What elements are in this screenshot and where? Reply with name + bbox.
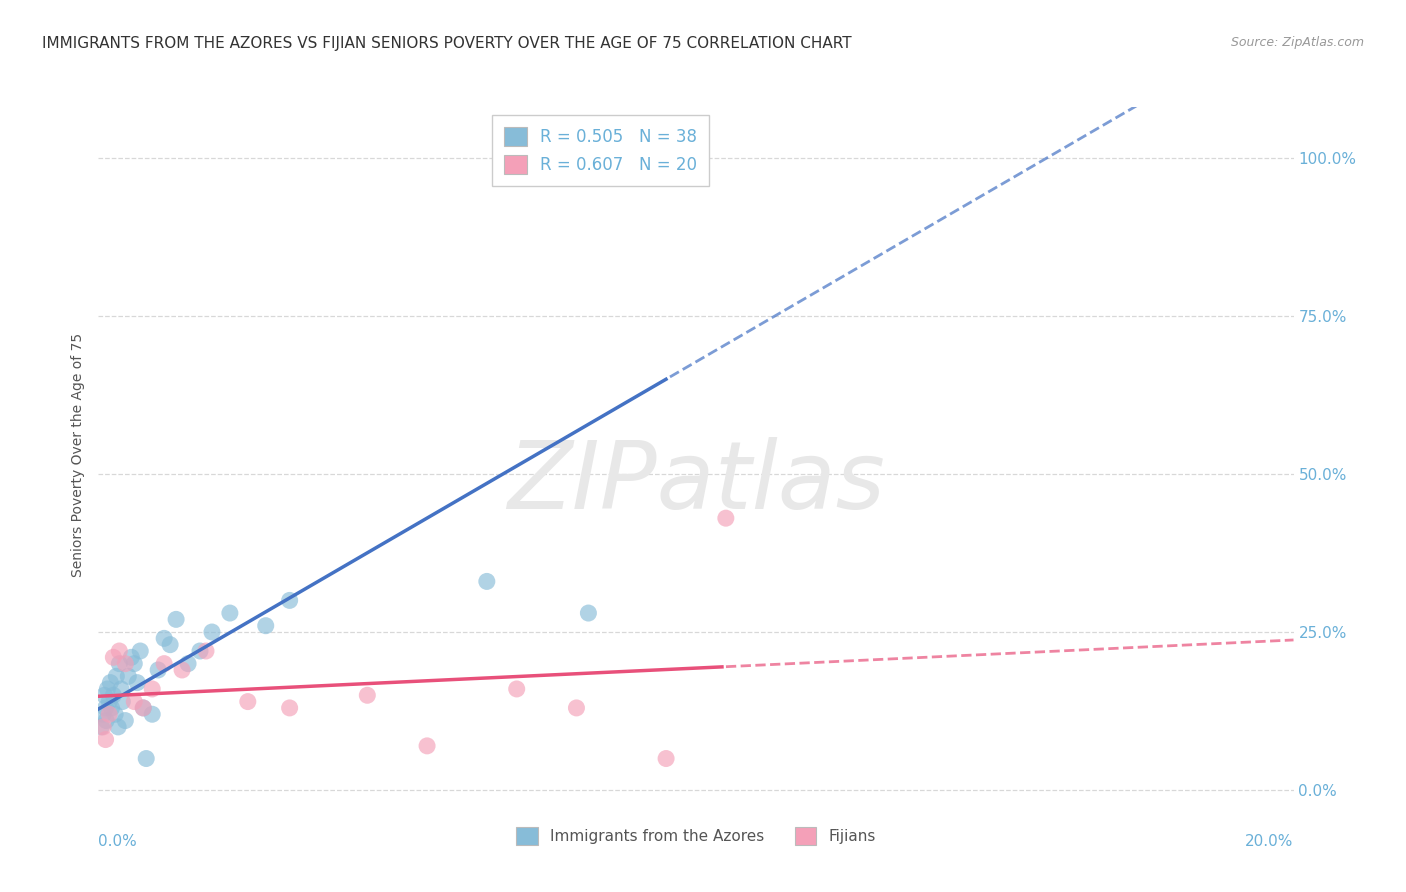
Point [655,751,678,765]
Point [506,681,529,696]
Point [129,644,152,658]
Point [90,720,112,734]
Point [105,669,128,683]
Point [236,695,259,709]
Point [96,681,118,696]
Point [98,707,121,722]
Point [96,714,118,728]
Point [148,663,170,677]
Point [278,593,301,607]
Point [177,657,200,671]
Point [132,701,155,715]
Point [278,701,301,715]
Point [188,644,211,658]
Point [195,644,218,658]
Point [114,714,136,728]
Point [110,681,132,696]
Point [165,612,187,626]
Point [91,720,114,734]
Point [565,701,588,715]
Point [475,574,498,589]
Point [91,707,114,722]
Point [714,511,737,525]
Text: IMMIGRANTS FROM THE AZORES VS FIJIAN SENIORS POVERTY OVER THE AGE OF 75 CORRELAT: IMMIGRANTS FROM THE AZORES VS FIJIAN SEN… [42,36,852,51]
Point [117,669,139,683]
Point [655,151,678,165]
Point [141,707,163,722]
Point [135,751,157,765]
Point [94,732,117,747]
Text: 0.0%: 0.0% [98,834,138,849]
Point [104,707,127,722]
Point [219,606,242,620]
Point [120,650,142,665]
Point [153,657,176,671]
Point [172,663,194,677]
Point [201,625,224,640]
Point [103,688,125,702]
Point [98,695,121,709]
Point [159,638,181,652]
Point [111,695,134,709]
Point [108,657,131,671]
Point [107,720,129,734]
Point [132,701,155,715]
Point [141,681,163,696]
Point [416,739,439,753]
Point [356,688,378,702]
Point [103,650,125,665]
Point [100,701,122,715]
Point [108,644,131,658]
Point [124,695,146,709]
Point [578,606,600,620]
Point [98,675,122,690]
Legend: Immigrants from the Azores, Fijians: Immigrants from the Azores, Fijians [510,821,882,851]
Point [254,618,277,632]
Y-axis label: Seniors Poverty Over the Age of 75: Seniors Poverty Over the Age of 75 [70,333,84,577]
Point [94,701,117,715]
Text: Source: ZipAtlas.com: Source: ZipAtlas.com [1230,36,1364,49]
Point [153,632,176,646]
Point [93,688,115,702]
Point [127,675,149,690]
Text: 20.0%: 20.0% [1246,834,1294,849]
Point [124,657,146,671]
Text: ZIPatlas: ZIPatlas [508,437,884,528]
Point [114,657,136,671]
